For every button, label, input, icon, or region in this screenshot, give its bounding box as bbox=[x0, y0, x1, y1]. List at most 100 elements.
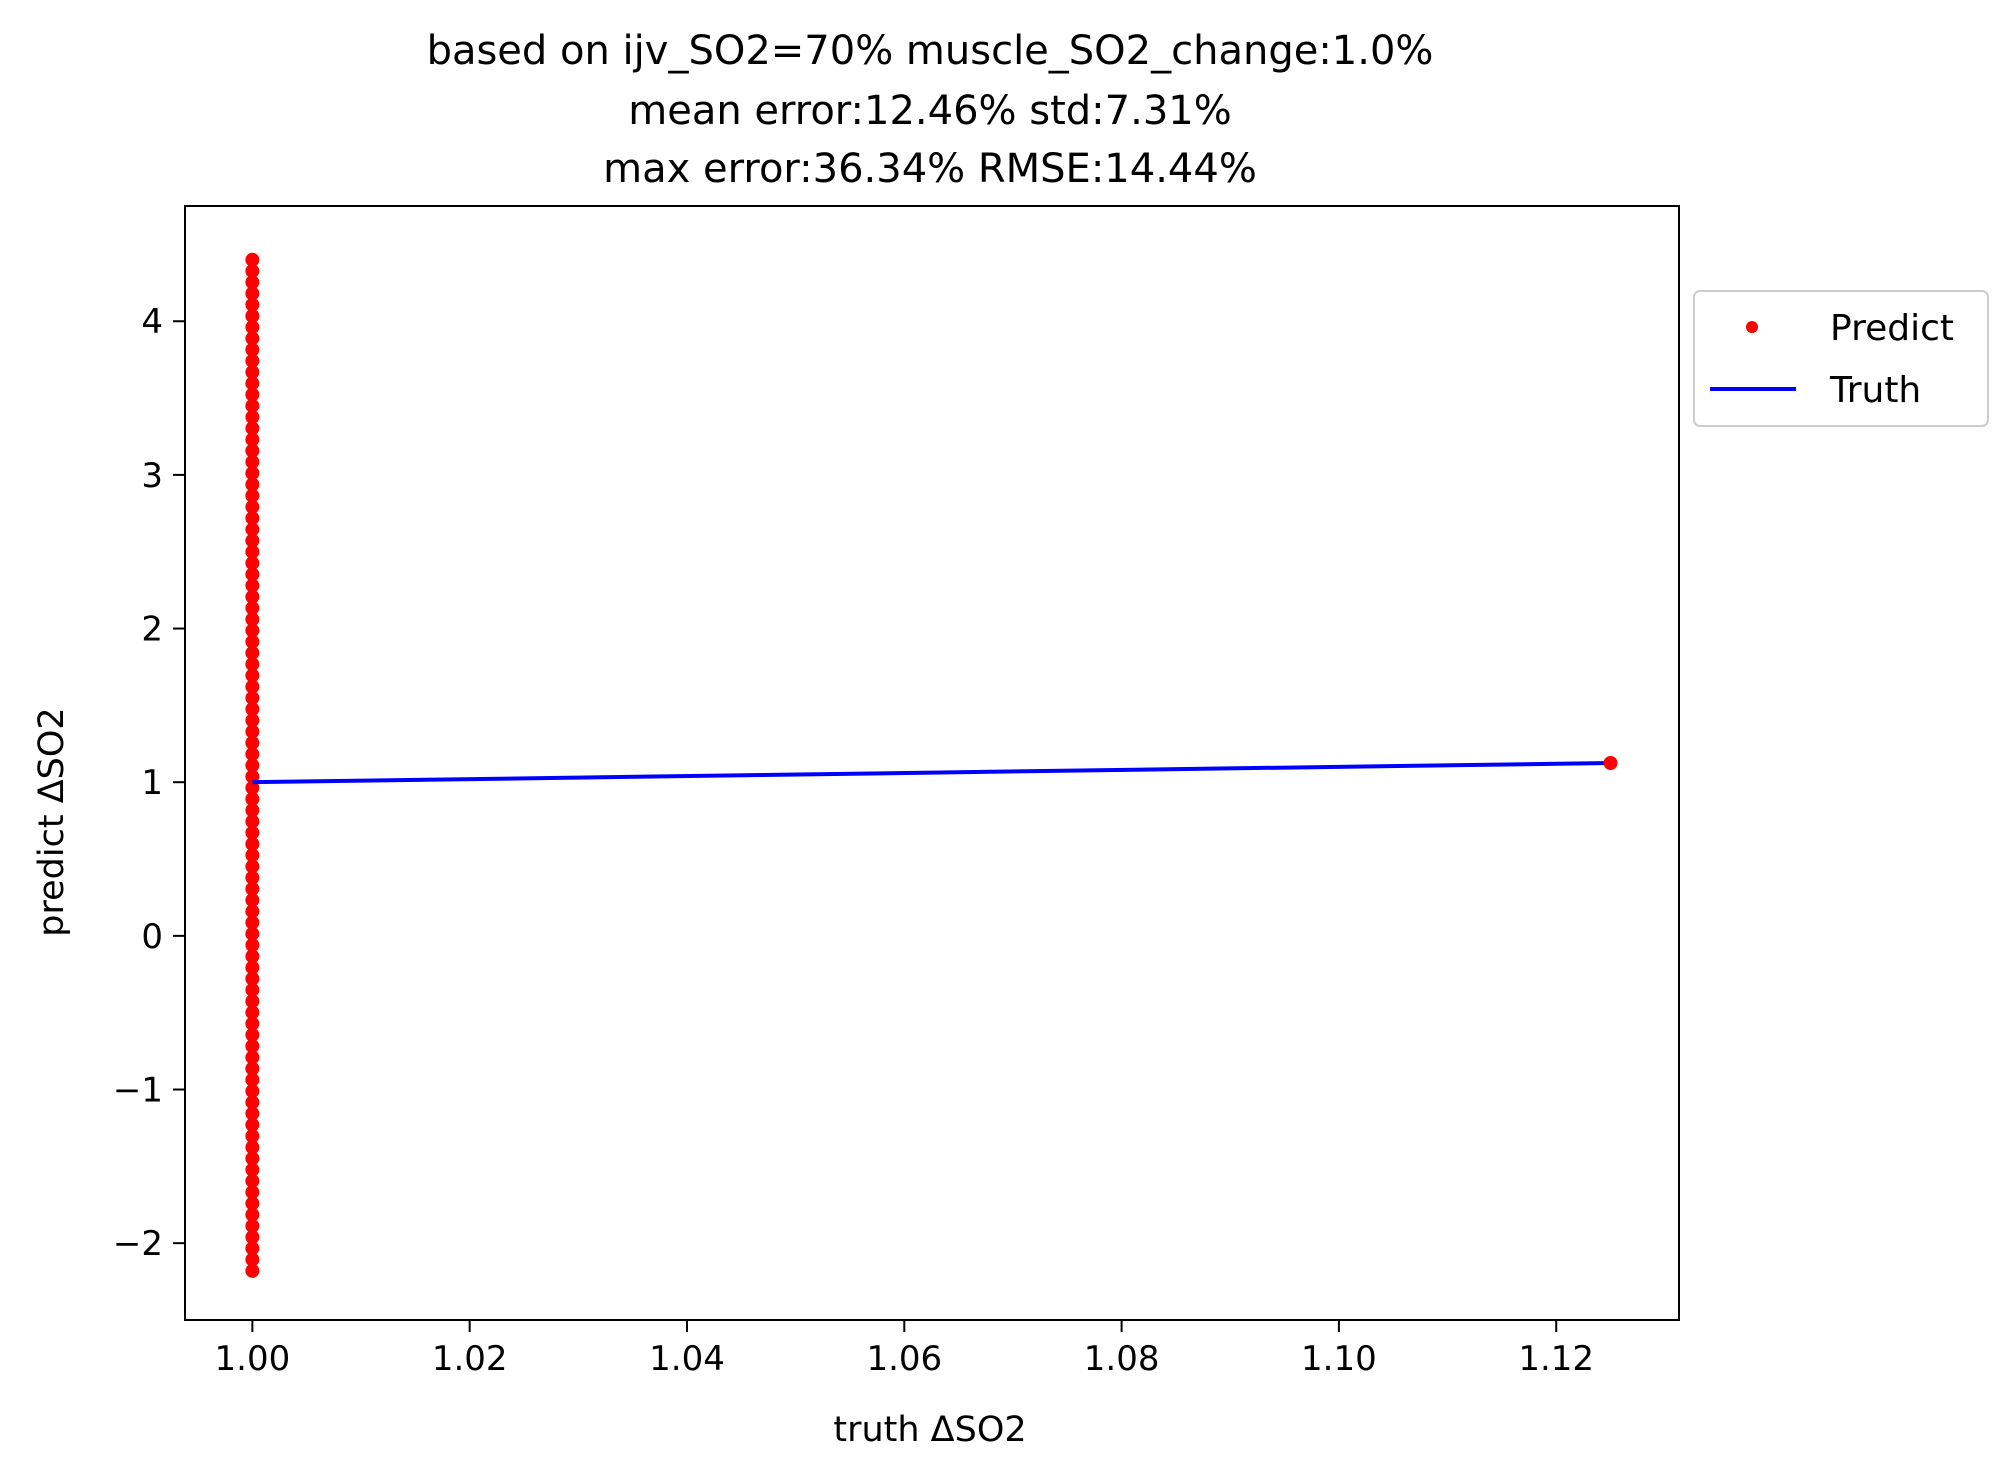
y-axis-label: predict ΔSO2 bbox=[32, 707, 72, 936]
x-tick-label: 1.08 bbox=[1084, 1339, 1160, 1379]
predict-point bbox=[245, 1129, 260, 1144]
predict-point bbox=[1603, 756, 1618, 770]
predict-point bbox=[245, 1218, 260, 1233]
predict-point bbox=[245, 522, 260, 537]
predict-point bbox=[245, 297, 260, 312]
predict-point bbox=[245, 1050, 260, 1065]
predict-point bbox=[245, 1162, 260, 1177]
predict-point bbox=[245, 365, 260, 380]
predict-point bbox=[245, 488, 260, 503]
predict-point bbox=[245, 1263, 260, 1278]
predict-point bbox=[245, 792, 260, 807]
predict-point bbox=[245, 1084, 260, 1099]
predict-point bbox=[245, 252, 260, 267]
predict-point bbox=[245, 544, 260, 559]
predict-point bbox=[245, 747, 260, 762]
predict-point bbox=[245, 1095, 260, 1110]
x-tick-label: 1.10 bbox=[1301, 1339, 1377, 1379]
predict-point bbox=[245, 264, 260, 279]
predict-point bbox=[245, 982, 260, 997]
predict-point bbox=[245, 1016, 260, 1031]
predict-point bbox=[245, 668, 260, 683]
predict-point bbox=[245, 466, 260, 481]
predict-point bbox=[245, 443, 260, 458]
y-tick-label: −2 bbox=[113, 1224, 163, 1264]
predict-point bbox=[245, 511, 260, 526]
predict-point bbox=[245, 848, 260, 863]
predict-point bbox=[245, 612, 260, 627]
title-line-3: max error:36.34% RMSE:14.44% bbox=[603, 146, 1257, 192]
predict-point bbox=[245, 825, 260, 840]
title-line-1: based on ijv_SO2=70% muscle_SO2_change:1… bbox=[427, 28, 1434, 74]
y-tick-label: 4 bbox=[141, 302, 163, 342]
predict-point bbox=[245, 1039, 260, 1054]
x-tick-label: 1.02 bbox=[432, 1339, 508, 1379]
predict-point bbox=[245, 387, 260, 402]
predict-point bbox=[245, 1072, 260, 1087]
predict-point bbox=[245, 1207, 260, 1222]
predict-point bbox=[245, 1117, 260, 1132]
plot-area bbox=[245, 252, 1618, 1278]
predict-point bbox=[245, 376, 260, 391]
predict-point bbox=[245, 960, 260, 975]
predict-point bbox=[245, 342, 260, 357]
predict-point bbox=[245, 1061, 260, 1076]
predict-point bbox=[245, 994, 260, 1009]
x-tick-label: 1.06 bbox=[866, 1339, 942, 1379]
predict-point bbox=[245, 803, 260, 818]
predict-point bbox=[245, 938, 260, 953]
legend: Predict Truth bbox=[1693, 290, 1989, 427]
legend-frame bbox=[1693, 290, 1989, 427]
predict-point bbox=[245, 634, 260, 649]
title-line-2: mean error:12.46% std:7.31% bbox=[628, 88, 1231, 134]
x-tick-label: 1.04 bbox=[649, 1339, 725, 1379]
predict-point bbox=[245, 724, 260, 739]
predict-point bbox=[245, 308, 260, 323]
predict-point bbox=[245, 870, 260, 885]
predict-point bbox=[245, 702, 260, 717]
predict-point bbox=[245, 421, 260, 436]
predict-point bbox=[245, 949, 260, 964]
predict-point bbox=[245, 432, 260, 447]
predict-point bbox=[245, 1005, 260, 1020]
predict-point bbox=[245, 567, 260, 582]
predict-point bbox=[245, 556, 260, 571]
x-axis-label: truth ΔSO2 bbox=[833, 1410, 1026, 1450]
predict-point bbox=[245, 477, 260, 492]
legend-label-truth: Truth bbox=[1829, 370, 1921, 411]
y-tick-label: 2 bbox=[141, 610, 163, 650]
predict-point bbox=[245, 1185, 260, 1200]
predict-point bbox=[245, 893, 260, 908]
x-axis-ticks: 1.00 1.02 1.04 1.06 1.08 1.10 1.12 bbox=[215, 1320, 1594, 1379]
predict-point bbox=[245, 814, 260, 829]
predict-point bbox=[245, 1196, 260, 1211]
predict-point bbox=[245, 623, 260, 638]
legend-label-predict: Predict bbox=[1830, 308, 1954, 349]
predict-point bbox=[245, 1140, 260, 1155]
predict-point bbox=[245, 454, 260, 469]
legend-marker-predict bbox=[1746, 321, 1758, 333]
predict-point bbox=[245, 881, 260, 896]
predict-point bbox=[245, 645, 260, 660]
predict-point bbox=[245, 836, 260, 851]
predict-point bbox=[245, 1151, 260, 1166]
predict-point bbox=[245, 690, 260, 705]
predict-point bbox=[245, 601, 260, 616]
predict-point bbox=[245, 780, 260, 795]
x-tick-label: 1.00 bbox=[215, 1339, 291, 1379]
chart-title: based on ijv_SO2=70% muscle_SO2_change:1… bbox=[427, 28, 1434, 192]
axes-frame bbox=[184, 205, 1680, 1321]
predict-point bbox=[245, 499, 260, 514]
predict-point bbox=[245, 1230, 260, 1245]
predict-point bbox=[245, 331, 260, 346]
predict-point bbox=[245, 286, 260, 301]
predict-point bbox=[245, 735, 260, 750]
predict-point bbox=[245, 971, 260, 986]
predict-point bbox=[245, 320, 260, 335]
predict-point bbox=[245, 1027, 260, 1042]
y-axis-ticks: −2 −1 0 1 2 3 4 bbox=[113, 302, 185, 1264]
x-tick-label: 1.12 bbox=[1518, 1339, 1594, 1379]
predict-point bbox=[245, 915, 260, 930]
